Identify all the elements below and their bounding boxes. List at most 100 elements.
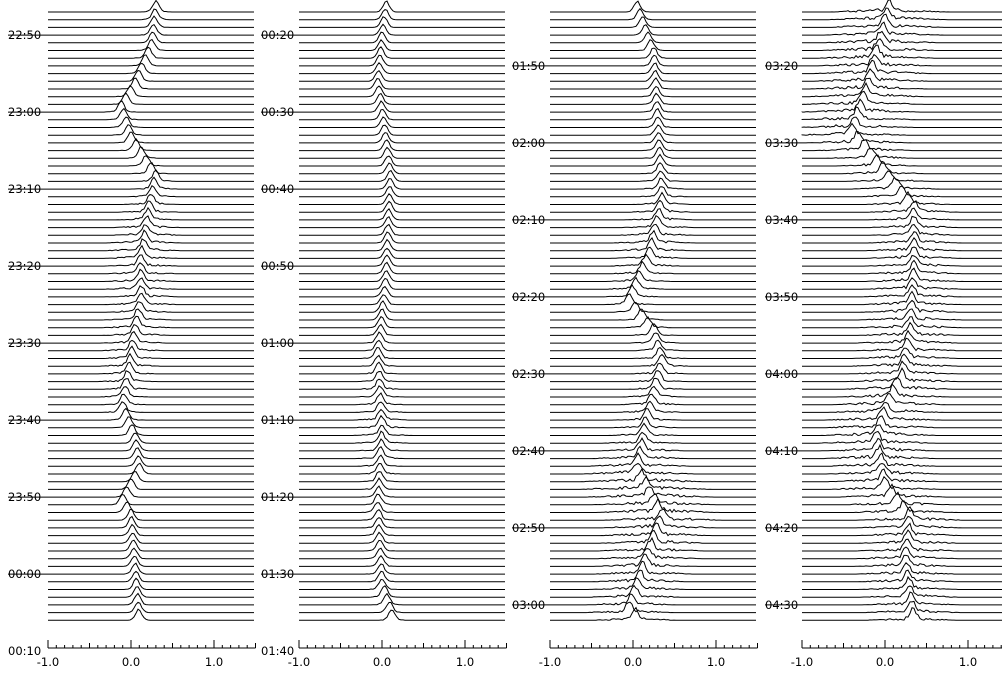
trace-line: [299, 238, 505, 252]
trace-line: [48, 515, 254, 529]
trace-line: [550, 146, 756, 159]
trace-line: [802, 299, 1002, 313]
trace-line: [802, 170, 1002, 182]
trace-line: [48, 570, 254, 583]
time-label: 04:00: [765, 367, 798, 381]
trace-line: [48, 378, 254, 390]
trace-line: [550, 370, 756, 383]
trace-line: [299, 78, 505, 90]
trace-line: [802, 424, 1002, 437]
trace-line: [550, 24, 756, 36]
trace-line: [299, 346, 505, 359]
trace-line: [48, 84, 254, 98]
trace-line: [802, 347, 1002, 359]
trace-line: [550, 177, 756, 190]
trace-line: [802, 506, 1002, 521]
trace-line: [802, 237, 1002, 252]
trace-line: [550, 323, 756, 336]
trace-line: [550, 606, 756, 621]
time-label: 23:10: [8, 182, 41, 196]
trace-line: [48, 77, 254, 90]
x-tick-label: 1.0: [707, 655, 725, 669]
trace-line: [802, 44, 1002, 59]
time-label: 04:10: [765, 444, 798, 458]
chart-panel-1: 22:50 23:00 23:10 23:20 23:30 23:40 23:50 00:00…: [8, 0, 256, 669]
trace-line: [48, 162, 254, 175]
trace-line: [550, 445, 756, 460]
trace-line: [299, 200, 505, 213]
trace-line: [299, 261, 505, 275]
x-tick-label: -1.0: [791, 655, 813, 669]
trace-line: [299, 231, 505, 244]
trace-line: [48, 54, 254, 67]
trace-line: [48, 532, 254, 544]
trace-line: [550, 47, 756, 59]
trace-line: [48, 352, 254, 367]
trace-line: [550, 77, 756, 90]
trace-line: [299, 592, 505, 606]
trace-line: [48, 146, 254, 159]
trace-line: [299, 146, 505, 159]
time-label: 00:50: [261, 259, 294, 273]
trace-line: [802, 185, 1002, 198]
trace-line: [299, 609, 505, 621]
trace-line: [550, 191, 756, 206]
trace-line: [48, 339, 254, 352]
trace-line: [802, 353, 1002, 367]
trace-line: [48, 15, 254, 28]
trace-line: [802, 81, 1002, 98]
trace-line: [299, 193, 505, 205]
trace-line: [299, 378, 505, 390]
trace-line: [48, 62, 254, 75]
trace-line: [299, 285, 505, 298]
trace-line: [802, 475, 1002, 490]
trace-line: [299, 516, 505, 529]
trace-line: [550, 253, 756, 267]
trace-line: [550, 493, 756, 506]
trace-line: [48, 200, 254, 213]
time-label: 03:30: [765, 136, 798, 150]
trace-line: [765, 53, 1002, 67]
trace-line: [550, 107, 756, 121]
trace-line: [48, 155, 254, 167]
trace-line: [550, 416, 756, 429]
trace-line: [48, 46, 254, 59]
trace-line: [299, 46, 505, 59]
time-label: 22:50: [8, 28, 41, 42]
trace-line: [299, 570, 505, 583]
trace-line: [48, 38, 254, 51]
trace-line: [802, 443, 1002, 460]
trace-line: [802, 254, 1002, 267]
trace-line: [299, 502, 505, 514]
trace-line: [801, 90, 1002, 105]
trace-line: [48, 308, 254, 321]
x-tick-label: -1.0: [37, 655, 59, 669]
trace-line: [299, 38, 505, 51]
trace-line: [550, 301, 756, 313]
trace-line: [48, 31, 254, 44]
trace-line: [299, 247, 505, 259]
trace-line: [550, 101, 756, 113]
time-label: 23:30: [8, 336, 41, 350]
trace-line: [48, 393, 254, 406]
x-tick-label: 1.0: [205, 655, 223, 669]
trace-line: [550, 170, 756, 182]
trace-line: [299, 31, 505, 44]
trace-line: [8, 486, 254, 498]
trace-line: [48, 184, 254, 198]
trace-line: [802, 7, 1002, 21]
trace-line: [802, 267, 1002, 283]
trace-line: [550, 577, 756, 591]
trace-line: [299, 308, 505, 321]
trace-line: [8, 176, 254, 190]
trace-line: [802, 406, 1002, 421]
trace-line: [299, 445, 505, 460]
trace-line: [550, 62, 756, 75]
trace-line: [48, 107, 254, 121]
trace-line: [48, 361, 254, 375]
chart-panel-4: 03:20 03:30 03:40 03:50 04:00 04:10 04:20 04:30…: [765, 0, 1002, 675]
trace-line: [48, 238, 254, 252]
trace-line: [261, 254, 505, 267]
time-label: 02:20: [512, 290, 545, 304]
trace-line: [48, 416, 254, 429]
